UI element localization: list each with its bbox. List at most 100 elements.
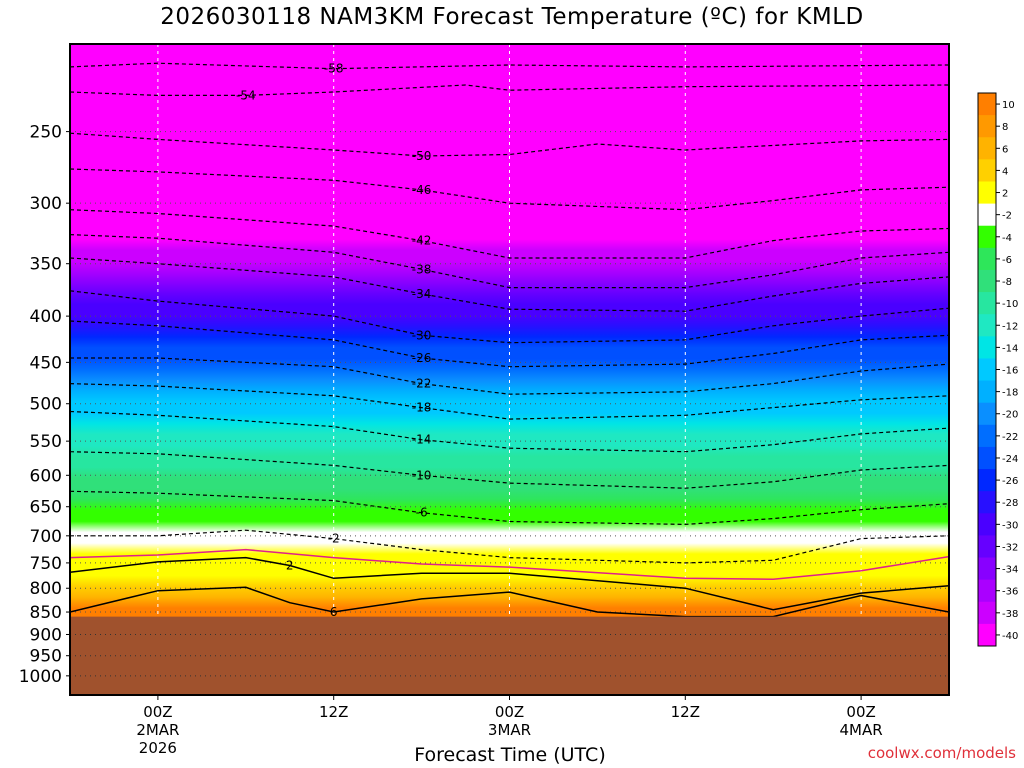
colorbar-label: -36	[1002, 587, 1018, 598]
colorbar-label: -8	[1002, 277, 1012, 288]
contour-label: -18	[412, 401, 432, 415]
contour-label: -34	[412, 287, 432, 301]
contour-label: -42	[412, 234, 432, 248]
contour-line	[70, 548, 949, 581]
contour-label: -6	[416, 506, 428, 520]
contour-line	[70, 257, 949, 312]
contour-line	[70, 234, 949, 289]
colorbar-swatch	[978, 491, 996, 514]
temperature-contours	[70, 62, 949, 618]
colorbar-swatch	[978, 623, 996, 647]
colorbar-label: -28	[1002, 498, 1018, 509]
colorbar-swatch	[978, 115, 996, 138]
colorbar-swatch	[978, 336, 996, 359]
contour-line	[70, 168, 949, 211]
colorbar-swatch	[978, 137, 996, 160]
contour-label: -58	[324, 62, 344, 76]
temperature-field-fill	[70, 44, 949, 695]
colorbar-swatch	[978, 93, 996, 116]
y-tick-label: 650	[30, 498, 62, 518]
y-tick-label: 850	[30, 603, 62, 623]
colorbar-label: -30	[1002, 520, 1018, 531]
colorbar-label: -20	[1002, 410, 1018, 421]
contour-label: -22	[412, 377, 432, 391]
ground-surface	[70, 616, 949, 695]
colorbar-label: -38	[1002, 609, 1018, 620]
colorbar-swatch	[978, 557, 996, 581]
ground-fill	[70, 616, 949, 695]
contour-line	[70, 290, 949, 344]
contour-label: -46	[412, 183, 432, 197]
chart-title: 2026030118 NAM3KM Forecast Temperature (…	[160, 4, 864, 30]
y-tick-label: 750	[30, 554, 62, 574]
colorbar-swatch	[978, 513, 996, 536]
colorbar-swatch	[978, 601, 996, 625]
x-tick-label: 2026	[139, 739, 177, 757]
y-tick-label: 950	[30, 647, 62, 667]
colorbar-label: -26	[1002, 476, 1018, 487]
contour-line	[70, 451, 949, 489]
colorbar-label: -34	[1002, 565, 1018, 576]
y-tick-label: 450	[30, 353, 62, 373]
colorbar-label: -10	[1002, 299, 1018, 310]
colorbar-label: -6	[1002, 255, 1012, 266]
colorbar-label: 4	[1002, 166, 1008, 177]
colorbar-label: -4	[1002, 233, 1012, 244]
y-tick-label: 400	[30, 307, 62, 327]
colorbar-label: 8	[1002, 122, 1008, 133]
contour-label: 6	[330, 605, 338, 619]
x-axis-label: Forecast Time (UTC)	[414, 744, 606, 766]
y-tick-label: 300	[30, 194, 62, 214]
colorbar-label: -2	[1002, 211, 1012, 222]
contour-labels: -58-54-50-46-42-38-34-30-26-22-18-14-10-…	[236, 62, 431, 619]
x-tick-label: 2MAR	[136, 721, 179, 739]
contour-label: -38	[412, 262, 432, 276]
colorbar-label: 2	[1002, 189, 1008, 200]
contour-label: -10	[412, 468, 432, 482]
pressure-axis: 2503003504004505005506006507007508008509…	[19, 123, 70, 687]
y-tick-label: 800	[30, 579, 62, 599]
colorbar-label: -12	[1002, 321, 1018, 332]
colorbar-swatch	[978, 269, 996, 293]
temperature-field	[70, 44, 949, 695]
x-tick-label: 4MAR	[840, 721, 883, 739]
contour-line	[70, 529, 949, 564]
contour-label: -50	[412, 149, 432, 163]
x-tick-label: 12Z	[671, 703, 700, 721]
x-tick-label: 00Z	[495, 703, 524, 721]
contour-line	[70, 410, 949, 453]
contour-line	[70, 357, 949, 395]
colorbar-swatch	[978, 469, 996, 492]
x-tick-label: 00Z	[143, 703, 172, 721]
color-bar: 10 8 6 4 2 -2 -4 -6 -8 -10 -12 -14 -16 -18 -20 -22 -24 -2…	[977, 92, 1018, 647]
colorbar-label: -40	[1002, 631, 1018, 642]
colorbar-swatch	[978, 358, 996, 382]
contour-label: -14	[412, 433, 432, 447]
x-tick-label: 12Z	[319, 703, 348, 721]
contour-line	[70, 209, 949, 259]
colorbar-swatch	[978, 579, 996, 603]
contour-line	[70, 62, 949, 70]
y-tick-label: 250	[30, 123, 62, 143]
y-tick-label: 1000	[19, 667, 62, 687]
y-tick-label: 600	[30, 466, 62, 486]
contour-label: -2	[328, 532, 340, 546]
colorbar-swatch	[978, 380, 996, 404]
colorbar-swatch	[978, 181, 996, 205]
colorbar-label: 6	[1002, 144, 1008, 155]
colorbar-label: -24	[1002, 454, 1018, 465]
colorbar-swatch	[978, 314, 996, 337]
colorbar-swatch	[978, 292, 996, 315]
y-tick-label: 550	[30, 432, 62, 452]
y-tick-label: 900	[30, 625, 62, 645]
x-tick-label: 00Z	[846, 703, 875, 721]
contour-label: -30	[412, 328, 432, 342]
colorbar-label: -22	[1002, 432, 1018, 443]
contour-label: 2	[286, 559, 294, 573]
colorbar-swatch	[978, 225, 996, 249]
contour-line	[70, 556, 949, 611]
y-tick-label: 500	[30, 395, 62, 415]
colorbar-swatch	[978, 203, 996, 227]
